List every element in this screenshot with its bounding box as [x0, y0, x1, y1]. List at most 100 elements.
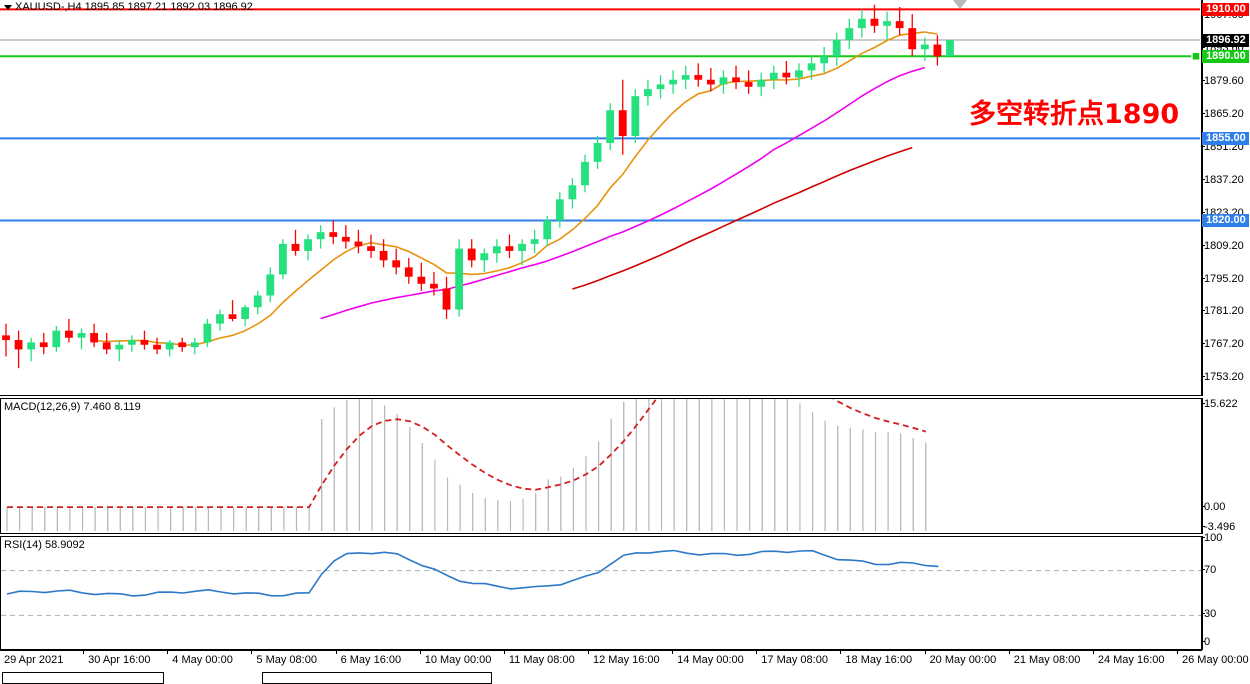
- time-tick-label: 24 May 16:00: [1092, 650, 1165, 666]
- price-tick-label: 1795.20: [1202, 272, 1244, 285]
- moving-average-line: [320, 66, 926, 320]
- price-level-label[interactable]: 1896.92: [1202, 33, 1249, 47]
- candle-body: [253, 295, 262, 308]
- price-axis[interactable]: 1907.601893.601879.601865.201851.201837.…: [1202, 0, 1250, 396]
- macd-tick-label: 15.622: [1202, 398, 1238, 410]
- candle-body: [832, 39, 841, 57]
- price-tick-label: 1781.20: [1202, 305, 1244, 318]
- candle-body: [329, 232, 338, 237]
- rsi-line: [6, 549, 939, 597]
- price-tick-label: 1837.20: [1202, 174, 1244, 187]
- candle-body: [354, 241, 363, 247]
- symbol-period-quote: XAUUSD-,H4 1895.85 1897.21 1892.03 1896.…: [15, 1, 253, 13]
- candle-body: [52, 330, 61, 348]
- candle-body: [102, 342, 111, 350]
- candle-body: [379, 250, 388, 261]
- rsi-plot: [1, 549, 1201, 616]
- candle-body: [694, 75, 703, 80]
- time-tick-label: 17 May 08:00: [756, 650, 828, 666]
- rsi-axis-line: [1202, 536, 1203, 650]
- candle-body: [618, 110, 627, 137]
- macd-tick-label: -3.496: [1201, 521, 1236, 533]
- candle-body: [316, 232, 325, 240]
- candle-body: [341, 236, 350, 242]
- candle-body: [530, 239, 539, 244]
- candle-body: [908, 28, 917, 50]
- triangle-down-icon[interactable]: [4, 4, 12, 10]
- price-annotation-label: 多空转折点1890: [969, 99, 1180, 130]
- candle-body: [27, 342, 36, 350]
- macd-plot: [6, 399, 927, 531]
- candle-body: [291, 243, 300, 251]
- moving-average-line: [94, 31, 938, 346]
- candle-body: [769, 72, 778, 80]
- candle-body: [266, 274, 275, 296]
- time-tick-label: 4 May 00:00: [167, 650, 233, 666]
- time-tick-label: 11 May 08:00: [503, 650, 575, 666]
- candle-body: [304, 239, 312, 251]
- candle-body: [90, 333, 99, 343]
- rsi-tick-label: 100: [1201, 532, 1223, 544]
- price-level-label[interactable]: 1855.00: [1202, 131, 1249, 145]
- candle-body: [820, 56, 829, 64]
- candle-body: [581, 161, 589, 186]
- macd-title: MACD(12,26,9) 7.460 8.119: [4, 401, 141, 413]
- time-tick-label: 10 May 00:00: [419, 650, 492, 666]
- candle-body: [555, 199, 564, 221]
- candle-body: [404, 267, 413, 277]
- time-axis[interactable]: 29 Apr 2021 30 Apr 16:00 4 May 00:00 5 May …: [0, 650, 1249, 670]
- candle-body: [895, 21, 904, 29]
- candle-body: [65, 330, 73, 338]
- rsi-tick-label: 0: [1201, 636, 1211, 648]
- rsi-tick-label: 70: [1201, 563, 1217, 576]
- candle-body: [77, 333, 86, 338]
- macd-tick-label: 0.00: [1201, 501, 1226, 514]
- candle-body: [518, 243, 526, 251]
- candle-body: [203, 323, 212, 343]
- candle-body: [845, 28, 854, 40]
- candle-body: [2, 335, 10, 341]
- candle-body: [430, 283, 438, 289]
- candle-body: [857, 18, 866, 29]
- candle-body: [127, 340, 136, 345]
- candle-body: [870, 18, 879, 26]
- candle-body: [946, 39, 954, 57]
- rsi-panel[interactable]: [0, 536, 1202, 650]
- candle-body: [933, 44, 942, 57]
- price-chart-panel[interactable]: [0, 0, 1202, 396]
- candle-body: [153, 344, 161, 350]
- price-axis-line: [1202, 0, 1203, 396]
- price-level-label[interactable]: 1910.00: [1202, 2, 1249, 16]
- candle-body: [706, 79, 715, 85]
- candle-body: [14, 340, 23, 350]
- bottom-box-1[interactable]: [2, 672, 164, 684]
- candle-body: [593, 143, 602, 162]
- bottom-bar: [0, 670, 1250, 684]
- time-tick-label: 18 May 16:00: [840, 650, 913, 666]
- price-level-label[interactable]: 1890.00: [1202, 49, 1249, 63]
- macd-axis: 15.622 0.00 -3.496: [1201, 398, 1250, 534]
- price-tick-label: 1879.60: [1202, 74, 1244, 87]
- price-tick-label: 1893.60: [1202, 41, 1244, 54]
- candle-body: [883, 21, 891, 26]
- candle-body: [115, 344, 124, 350]
- rsi-axis: 100 70 30 0: [1201, 532, 1250, 650]
- time-tick-label: 20 May 00:00: [924, 650, 997, 666]
- time-tick-label: 21 May 08:00: [1008, 650, 1081, 666]
- candle-body: [241, 307, 250, 319]
- candle-body: [920, 44, 929, 50]
- bottom-box-2[interactable]: [262, 672, 492, 684]
- candle-body: [455, 248, 464, 310]
- candle-body: [178, 342, 187, 348]
- candle-body: [279, 243, 287, 275]
- price-tick-label: 1851.20: [1202, 141, 1244, 154]
- price-level-label[interactable]: 1820.00: [1202, 213, 1249, 227]
- price-tick-label: 1823.20: [1202, 206, 1244, 219]
- candle-body: [757, 79, 766, 87]
- candle-body: [442, 288, 451, 310]
- candle-body: [228, 314, 237, 319]
- candle-body: [568, 185, 577, 200]
- chart-title-bar: XAUUSD-,H4 1895.85 1897.21 1892.03 1896.…: [4, 1, 253, 13]
- macd-panel[interactable]: [0, 398, 1202, 534]
